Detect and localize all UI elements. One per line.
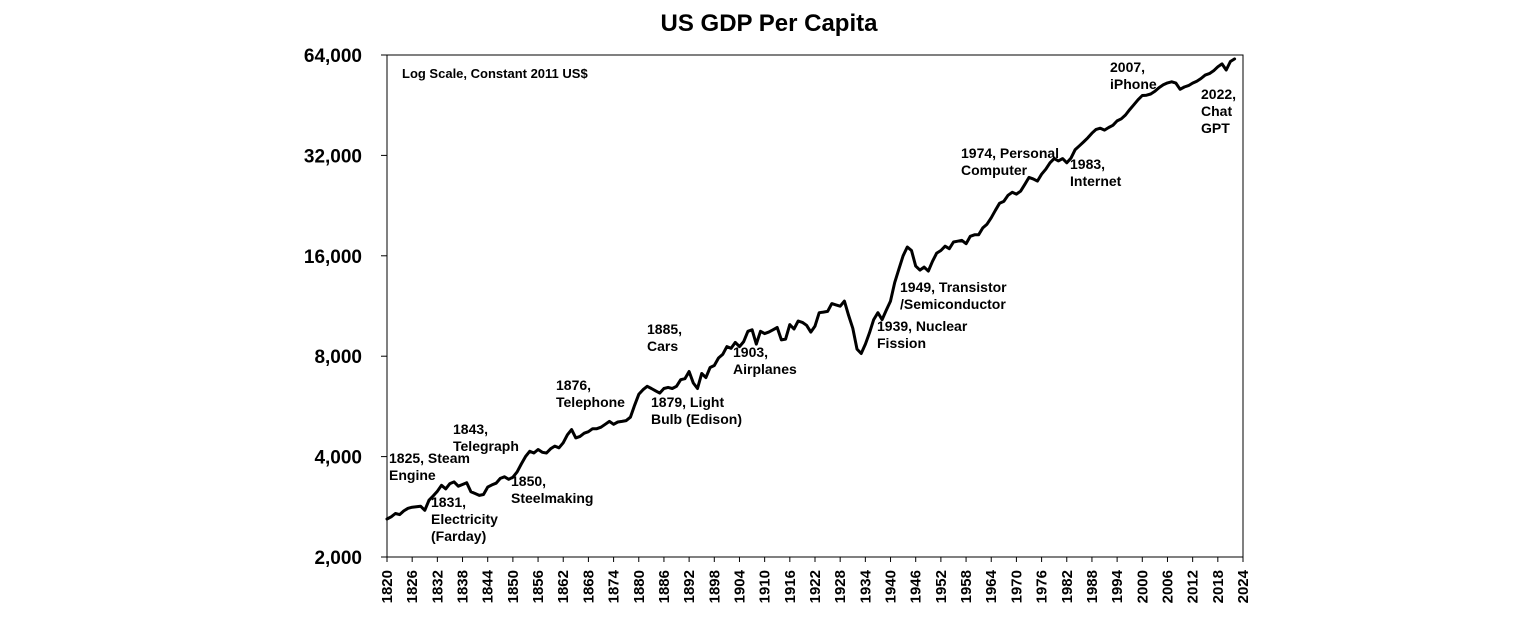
x-tick-label: 1958 bbox=[958, 570, 975, 603]
x-tick-label: 2006 bbox=[1159, 570, 1176, 603]
scale-note: Log Scale, Constant 2011 US$ bbox=[402, 66, 588, 81]
x-tick-label: 1832 bbox=[429, 570, 446, 603]
annotation-label: 1879, Light Bulb (Edison) bbox=[651, 394, 742, 427]
x-tick-label: 1946 bbox=[908, 570, 925, 603]
annotations: 1825, Steam Engine 1831, Electricity (Farday… bbox=[389, 59, 1236, 544]
x-tick-label: 1898 bbox=[706, 570, 723, 603]
chart-title: US GDP Per Capita bbox=[661, 10, 879, 37]
x-tick-label: 1952 bbox=[933, 570, 950, 603]
x-tick-label: 1892 bbox=[681, 570, 698, 603]
annotation-label: 1949, Transistor/Semiconductor bbox=[900, 279, 1007, 312]
x-tick-label: 1940 bbox=[883, 570, 900, 603]
annotation-label: 1876, Telephone bbox=[556, 377, 625, 410]
x-tick-label: 2012 bbox=[1185, 570, 1202, 603]
annotation-label: 1843, Telegraph bbox=[453, 421, 519, 454]
y-tick-label: 16,000 bbox=[304, 247, 362, 268]
x-tick-label: 1988 bbox=[1084, 570, 1101, 603]
x-tick-label: 1904 bbox=[731, 569, 748, 603]
plot-area bbox=[386, 54, 1244, 558]
x-tick-label: 1964 bbox=[983, 569, 1000, 603]
annotation-label: 1983, Internet bbox=[1070, 156, 1122, 189]
x-tick-label: 2024 bbox=[1235, 569, 1252, 603]
x-axis: 1820 1826 1832 1838 1844 1850 1856 1862 1868 1874… bbox=[379, 557, 1252, 603]
annotation-label: 2007, iPhone bbox=[1110, 59, 1157, 92]
x-tick-label: 1862 bbox=[555, 570, 572, 603]
annotation-label: 1903, Airplanes bbox=[733, 344, 797, 377]
annotation-label: 1825, Steam Engine bbox=[389, 450, 470, 483]
x-tick-label: 1844 bbox=[480, 569, 497, 603]
x-tick-label: 1826 bbox=[404, 570, 421, 603]
y-tick-label: 2,000 bbox=[314, 548, 362, 569]
x-tick-label: 1874 bbox=[606, 569, 623, 603]
x-tick-label: 1886 bbox=[656, 570, 673, 603]
annotation-label: 1885, Cars bbox=[647, 321, 682, 354]
x-tick-label: 1922 bbox=[807, 570, 824, 603]
y-tick-label: 64,000 bbox=[304, 46, 362, 67]
x-tick-label: 1976 bbox=[1034, 570, 1051, 603]
x-tick-label: 1868 bbox=[580, 570, 597, 603]
annotation-label: 1831, Electricity (Farday) bbox=[431, 494, 498, 544]
y-tick-label: 8,000 bbox=[314, 347, 362, 368]
x-tick-label: 1820 bbox=[379, 570, 396, 603]
x-tick-label: 1928 bbox=[832, 570, 849, 603]
annotation-label: 1939, Nuclear Fission bbox=[877, 318, 968, 351]
x-tick-label: 1916 bbox=[782, 570, 799, 603]
annotation-label: 1974, Personal Computer bbox=[961, 145, 1059, 178]
y-tick-label: 32,000 bbox=[304, 146, 362, 167]
x-tick-label: 2018 bbox=[1210, 570, 1227, 603]
y-tick-label: 4,000 bbox=[314, 448, 362, 469]
annotation-label: 2022, Chat GPT bbox=[1201, 86, 1236, 136]
x-tick-label: 1994 bbox=[1109, 569, 1126, 603]
annotation-label: 1850, Steelmaking bbox=[511, 473, 593, 506]
x-tick-label: 1910 bbox=[757, 570, 774, 603]
x-tick-label: 2000 bbox=[1134, 570, 1151, 603]
x-tick-label: 1934 bbox=[857, 569, 874, 603]
y-axis: 2,000 4,000 8,000 16,000 32,000 64,000 bbox=[304, 46, 387, 569]
x-tick-label: 1982 bbox=[1059, 570, 1076, 603]
series-line-gdp-per-capita bbox=[385, 57, 1237, 521]
x-tick-label: 1838 bbox=[455, 570, 472, 603]
x-tick-label: 1880 bbox=[631, 570, 648, 603]
x-tick-label: 1850 bbox=[505, 570, 522, 603]
x-tick-label: 1856 bbox=[530, 570, 547, 603]
x-tick-label: 1970 bbox=[1008, 570, 1025, 603]
